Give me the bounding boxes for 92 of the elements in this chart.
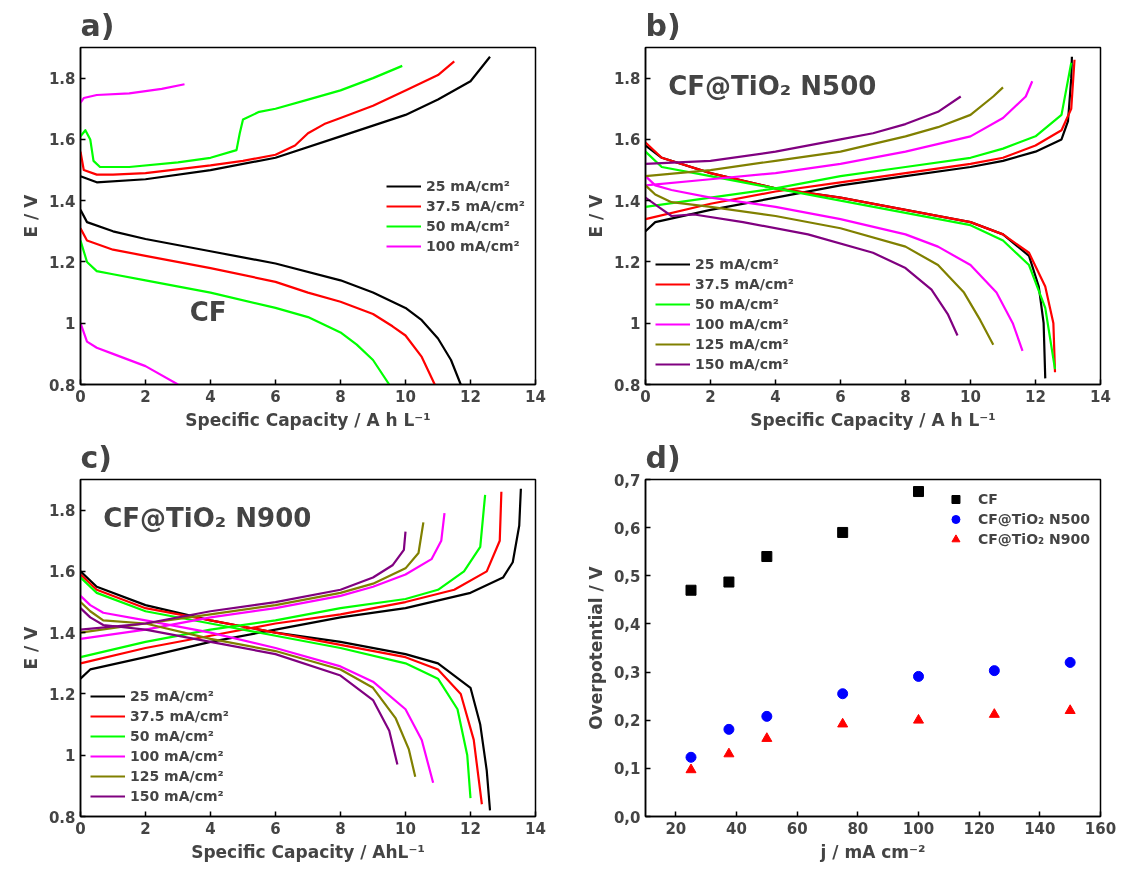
- y-axis-title: E / V: [20, 193, 41, 238]
- annotation: CF: [189, 297, 227, 328]
- chart-title: d): [645, 439, 681, 475]
- x-tick-label: 160: [1084, 819, 1117, 838]
- legend-label: 50 mA/cm²: [695, 295, 779, 313]
- x-tick-label: 6: [270, 387, 281, 406]
- annotation: CF@TiO₂ N900: [103, 503, 312, 534]
- y-tick-label: 0.8: [48, 376, 76, 395]
- x-tick-label: 2: [705, 387, 716, 406]
- chart-title: a): [80, 7, 115, 43]
- x-tick-label: 40: [726, 819, 747, 838]
- y-tick-label: 0,4: [613, 615, 641, 634]
- legend-label: 150 mA/cm²: [130, 787, 224, 805]
- y-tick-label: 0.8: [613, 376, 641, 395]
- legend-label: 25 mA/cm²: [426, 176, 510, 195]
- chart-title: c): [80, 439, 112, 475]
- x-tick-label: 14: [1090, 387, 1111, 406]
- y-tick-label: 1.8: [48, 70, 76, 89]
- y-tick-label: 1: [630, 315, 641, 334]
- x-axis-title: j / mA cm⁻²: [819, 841, 926, 862]
- y-tick-label: 1: [65, 315, 76, 334]
- legend-label: 100 mA/cm²: [695, 315, 789, 333]
- x-tick-label: 12: [460, 387, 481, 406]
- y-tick-label: 1.4: [48, 624, 76, 643]
- x-tick-label: 80: [847, 819, 869, 838]
- x-tick-label: 8: [900, 387, 911, 406]
- x-tick-label: 6: [835, 387, 846, 406]
- x-tick-label: 10: [395, 387, 416, 406]
- y-tick-label: 0,6: [613, 519, 641, 538]
- x-tick-label: 12: [1025, 387, 1046, 406]
- x-tick-label: 14: [525, 819, 546, 838]
- legend-label: 100 mA/cm²: [130, 747, 224, 765]
- x-tick-label: 100: [902, 819, 935, 838]
- y-tick-label: 1: [65, 747, 76, 766]
- legend-label: 37.5 mA/cm²: [695, 275, 794, 293]
- y-tick-label: 0,7: [613, 471, 641, 490]
- legend-label: 100 mA/cm²: [426, 236, 520, 255]
- x-tick-label: 12: [460, 819, 481, 838]
- y-tick-label: 0.8: [48, 808, 76, 827]
- x-tick-label: 0: [75, 819, 86, 838]
- y-tick-label: 1.8: [613, 70, 641, 89]
- x-tick-label: 14: [525, 387, 546, 406]
- x-tick-label: 2: [140, 819, 151, 838]
- x-tick-label: 10: [395, 819, 416, 838]
- y-tick-label: 1.2: [48, 685, 76, 704]
- legend-label: 50 mA/cm²: [130, 727, 214, 745]
- x-tick-label: 8: [335, 819, 346, 838]
- chart-title: b): [645, 7, 681, 43]
- y-tick-label: 0,3: [613, 664, 641, 683]
- x-tick-label: 140: [1024, 819, 1056, 838]
- x-axis-title: Specific Capacity / AhL⁻¹: [191, 841, 425, 862]
- annotation: CF@TiO₂ N500: [668, 71, 877, 102]
- x-tick-label: 8: [335, 387, 346, 406]
- legend-label: 25 mA/cm²: [130, 687, 214, 705]
- y-tick-label: 0,0: [613, 808, 641, 827]
- y-tick-label: 1.6: [48, 563, 76, 582]
- x-tick-label: 2: [140, 387, 151, 406]
- legend-label: 125 mA/cm²: [130, 767, 224, 785]
- x-tick-label: 10: [960, 387, 981, 406]
- x-tick-label: 120: [963, 819, 995, 838]
- x-tick-label: 20: [665, 819, 687, 838]
- x-tick-label: 4: [770, 387, 781, 406]
- y-axis-title: Overpotential / V: [585, 565, 606, 730]
- y-tick-label: 1.4: [613, 192, 641, 211]
- x-tick-label: 60: [786, 819, 808, 838]
- x-axis-title: Specific Capacity / A h L⁻¹: [750, 409, 996, 430]
- y-tick-label: 1.2: [613, 253, 641, 272]
- x-tick-label: 4: [205, 387, 216, 406]
- y-axis-title: E / V: [585, 193, 606, 238]
- legend-label: 50 mA/cm²: [426, 216, 510, 235]
- legend-label: 37.5 mA/cm²: [130, 707, 229, 725]
- legend-label: CF@TiO₂ N900: [977, 530, 1090, 548]
- x-tick-label: 6: [270, 819, 281, 838]
- legend-label: CF@TiO₂ N500: [977, 510, 1090, 528]
- y-axis-title: E / V: [20, 625, 41, 670]
- y-tick-label: 0,2: [613, 712, 641, 731]
- y-tick-label: 1.4: [48, 192, 76, 211]
- x-tick-label: 0: [640, 387, 651, 406]
- legend-label: 25 mA/cm²: [695, 255, 779, 273]
- legend-label: 125 mA/cm²: [695, 335, 789, 353]
- legend-label: 150 mA/cm²: [695, 355, 789, 373]
- y-tick-label: 1.8: [48, 502, 76, 521]
- y-tick-label: 0,5: [613, 567, 641, 586]
- legend-label: 37.5 mA/cm²: [426, 196, 525, 215]
- y-tick-label: 1.6: [48, 131, 76, 150]
- y-tick-label: 0,1: [613, 760, 641, 779]
- legend-label: CF: [977, 490, 998, 508]
- x-tick-label: 0: [75, 387, 86, 406]
- x-axis-title: Specific Capacity / A h L⁻¹: [185, 409, 431, 430]
- x-tick-label: 4: [205, 819, 216, 838]
- y-tick-label: 1.2: [48, 253, 76, 272]
- y-tick-label: 1.6: [613, 131, 641, 150]
